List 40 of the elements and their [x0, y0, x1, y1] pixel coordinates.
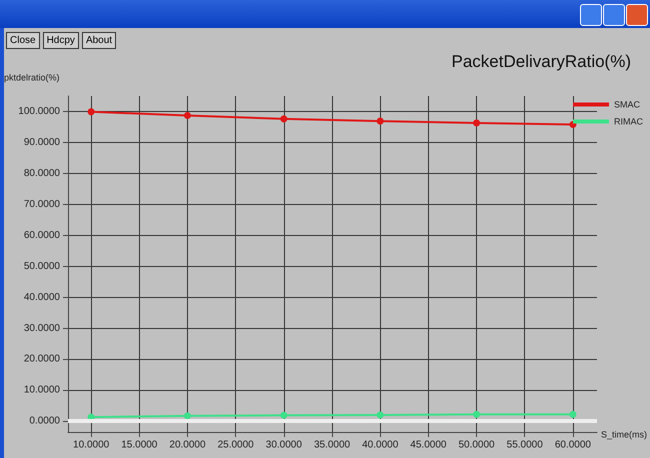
point [280, 115, 288, 122]
point [376, 411, 384, 418]
y-tick-label: 100.0000 [18, 106, 60, 117]
x-tick-label: 50.0000 [458, 440, 496, 450]
x-tick-label: 45.0000 [410, 440, 447, 450]
y-tick-label: 0.0000 [29, 416, 60, 427]
x-tick-label: 30.0000 [266, 440, 302, 450]
point [280, 412, 288, 419]
x-tick-label: 40.0000 [362, 440, 399, 450]
y-tick-label: 50.0000 [24, 260, 60, 272]
x-tick-label: 10.0000 [73, 440, 110, 450]
y-tick-label: 80.0000 [24, 168, 60, 179]
x-tick-label: 15.0000 [121, 440, 158, 450]
point [184, 112, 191, 120]
text: Hdcpy [42, 32, 79, 49]
legend-label: SMAC [614, 100, 641, 110]
x-tick-label: 60.0000 [554, 440, 592, 450]
y-tick-label: 90.0000 [24, 136, 60, 148]
y-tick-label: 70.0000 [24, 198, 60, 210]
y-tick-label: 40.0000 [24, 292, 60, 303]
y-tick-label: 30.0000 [24, 322, 60, 334]
legend-label: RIMAC [614, 116, 644, 126]
x-tick-label: 25.0000 [218, 440, 254, 450]
y-axis-title: pktdelratio(%) [4, 72, 60, 82]
x-axis-title: S_time(ms) [601, 430, 648, 440]
chart-title: PacketDelivaryRatio(%) [452, 52, 632, 71]
point [88, 108, 95, 116]
point [184, 412, 191, 420]
point [473, 410, 480, 418]
y-tick-label: 60.0000 [24, 230, 60, 241]
x-tick-label: 55.0000 [506, 440, 544, 450]
y-tick-label: 10.0000 [24, 384, 60, 396]
x-tick-label: 20.0000 [169, 440, 206, 450]
point [569, 410, 576, 418]
text: About [82, 32, 116, 49]
y-tick-label: 20.0000 [24, 354, 60, 365]
text: Close [6, 32, 40, 49]
point [473, 119, 480, 126]
point [376, 118, 384, 125]
x-tick-label: 35.0000 [314, 440, 351, 450]
